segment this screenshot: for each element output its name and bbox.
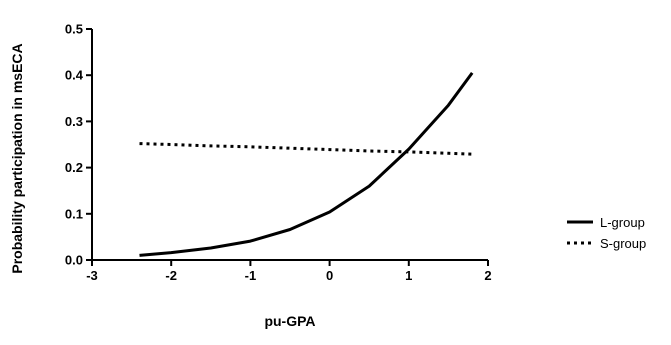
- series-layer: [139, 72, 474, 257]
- y-tick-label: 0.0: [65, 253, 83, 268]
- y-tick-label: 0.3: [65, 114, 83, 129]
- x-tick-label: 0: [326, 268, 333, 283]
- legend-label: L-group: [600, 215, 645, 230]
- y-tick-label: 0.4: [65, 68, 84, 83]
- x-axis-title: pu-GPA: [264, 313, 315, 329]
- y-tick-label: 0.5: [65, 22, 83, 37]
- series-line-s-group: [139, 142, 473, 156]
- legend: L-group S-group: [567, 215, 646, 251]
- y-tick-label: 0.1: [65, 206, 83, 221]
- ticks: -3 -2 -1 0 1 2 0.0 0.1 0.2 0.3 0.4 0.5: [65, 22, 492, 284]
- x-tick-label: 1: [405, 268, 412, 283]
- x-tick-label: -1: [245, 268, 257, 283]
- y-axis-title: Probability participation in msECA: [9, 43, 25, 273]
- series-line-l-group: [139, 72, 474, 257]
- y-tick-label: 0.2: [65, 160, 83, 175]
- x-tick-label: 2: [484, 268, 491, 283]
- axes: [91, 29, 488, 261]
- x-tick-label: -3: [86, 268, 98, 283]
- legend-label: S-group: [600, 236, 646, 251]
- x-tick-label: -2: [165, 268, 177, 283]
